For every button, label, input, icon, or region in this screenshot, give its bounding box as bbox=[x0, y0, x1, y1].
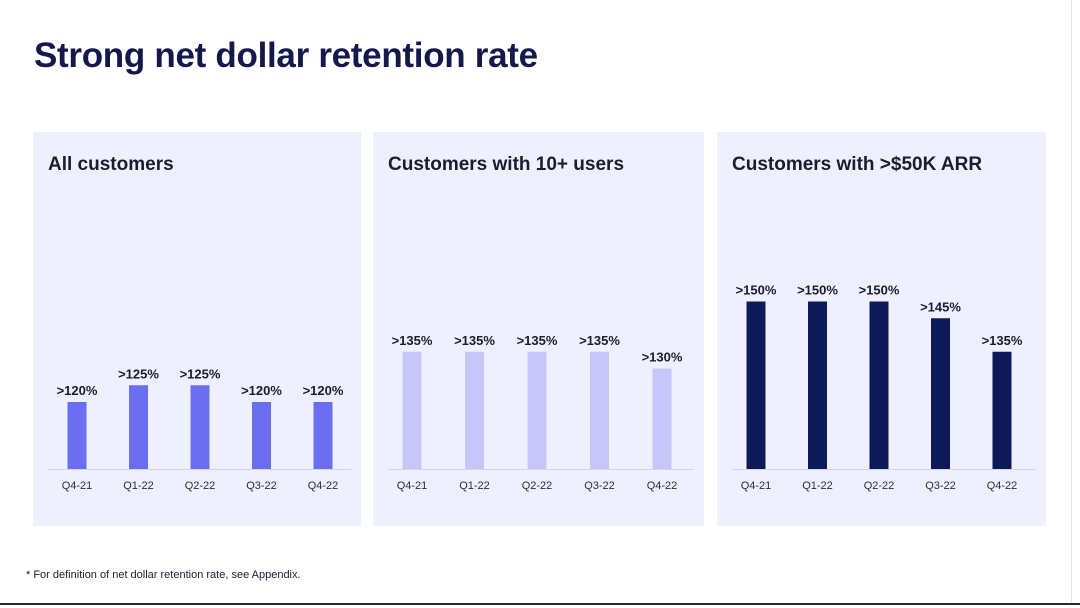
footnote: * For definition of net dollar retention… bbox=[26, 569, 301, 581]
data-label: >135% bbox=[454, 333, 495, 348]
bar-Q2-22 bbox=[527, 351, 547, 469]
page-title: Strong net dollar retention rate bbox=[34, 36, 538, 75]
bar-Q1-22 bbox=[129, 385, 148, 469]
data-label: >150% bbox=[797, 283, 838, 298]
x-tick-label: Q3-22 bbox=[584, 480, 615, 492]
data-label: >150% bbox=[736, 283, 777, 298]
data-label: >120% bbox=[241, 383, 282, 398]
bar-Q4-22 bbox=[652, 368, 672, 469]
bar-chart: >135% Q4-21 >135% Q1-22 >135% Q2-22 >135% Q3-22… bbox=[388, 333, 694, 492]
chart-title: Customers with 10+ users bbox=[388, 154, 625, 175]
x-tick-label: Q4-22 bbox=[647, 480, 678, 492]
bar-Q4-21 bbox=[67, 402, 87, 469]
bar-Q3-22 bbox=[590, 351, 609, 469]
chart-panel-10-plus-users: Customers with 10+ users >135% Q4-21 >135%… bbox=[373, 132, 704, 526]
data-label: >125% bbox=[118, 366, 159, 381]
bar-Q2-22 bbox=[869, 301, 889, 469]
bar-Q3-22 bbox=[931, 318, 950, 469]
x-tick-label: Q4-21 bbox=[62, 480, 93, 492]
x-tick-label: Q1-22 bbox=[802, 480, 833, 492]
data-label: >135% bbox=[982, 333, 1023, 348]
bar-Q4-21 bbox=[402, 351, 422, 469]
bar-Q4-22 bbox=[992, 351, 1012, 469]
x-tick-label: Q2-22 bbox=[522, 480, 553, 492]
x-tick-label: Q3-22 bbox=[246, 480, 277, 492]
chart-title: Customers with >$50K ARR bbox=[732, 154, 983, 175]
data-label: >120% bbox=[57, 383, 98, 398]
chart-panel-50k-arr: Customers with >$50K ARR >150% Q4-21 >150%… bbox=[717, 132, 1046, 526]
x-tick-label: Q4-22 bbox=[308, 480, 339, 492]
x-tick-label: Q3-22 bbox=[925, 480, 956, 492]
data-label: >120% bbox=[303, 383, 344, 398]
bar-Q2-22 bbox=[190, 385, 210, 469]
x-tick-label: Q4-22 bbox=[987, 480, 1018, 492]
data-label: >135% bbox=[392, 333, 433, 348]
x-tick-label: Q4-21 bbox=[397, 480, 428, 492]
bar-Q3-22 bbox=[252, 402, 271, 469]
divider bbox=[1071, 0, 1072, 603]
bar-Q1-22 bbox=[465, 351, 484, 469]
data-label: >150% bbox=[859, 283, 900, 298]
x-tick-label: Q1-22 bbox=[459, 480, 490, 492]
bar-Q4-22 bbox=[313, 402, 333, 469]
x-tick-label: Q4-21 bbox=[741, 480, 772, 492]
bar-Q1-22 bbox=[808, 301, 827, 469]
data-label: >135% bbox=[517, 333, 558, 348]
data-label: >130% bbox=[642, 350, 683, 365]
data-label: >135% bbox=[579, 333, 620, 348]
data-label: >145% bbox=[920, 299, 961, 314]
x-tick-label: Q2-22 bbox=[864, 480, 895, 492]
data-label: >125% bbox=[180, 366, 221, 381]
bar-chart: >150% Q4-21 >150% Q1-22 >150% Q2-22 >145% Q3-22… bbox=[732, 283, 1036, 492]
bar-Q4-21 bbox=[746, 301, 766, 469]
x-tick-label: Q2-22 bbox=[185, 480, 216, 492]
x-tick-label: Q1-22 bbox=[123, 480, 154, 492]
bar-chart: >120% Q4-21 >125% Q1-22 >125% Q2-22 >120% Q3-22… bbox=[48, 366, 351, 492]
chart-title: All customers bbox=[48, 154, 174, 175]
chart-panel-all-customers: All customers >120% Q4-21 >125% Q1-22 >125% Q… bbox=[33, 132, 361, 526]
divider bbox=[0, 603, 1080, 605]
